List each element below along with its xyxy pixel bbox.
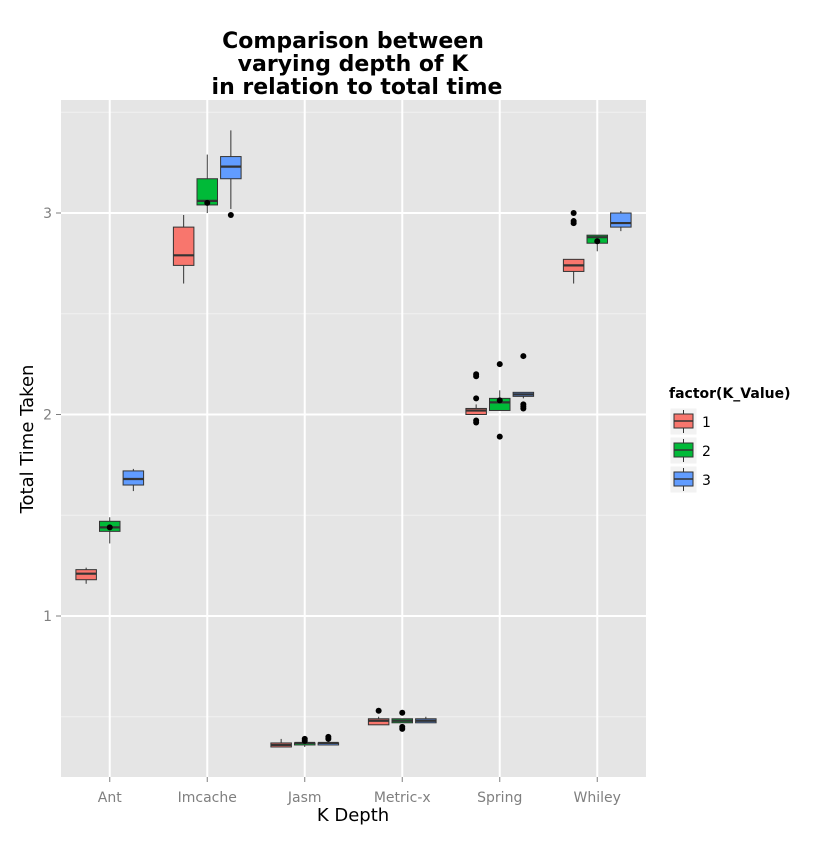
- outlier-point: [399, 709, 406, 716]
- box-Whiley-k3: [610, 210, 632, 232]
- outlier-point: [375, 707, 382, 714]
- outlier-point: [106, 524, 113, 531]
- x-tick-label: Whiley: [574, 790, 621, 806]
- chart-title: Comparison between varying depth of K in…: [212, 29, 503, 100]
- legend-keys: 1 2 3: [669, 407, 711, 494]
- y-axis: 1 2 3: [43, 206, 61, 625]
- chart-title-line-1: Comparison between: [222, 29, 484, 54]
- outlier-point: [204, 199, 211, 206]
- box-Whiley-k2: [586, 234, 608, 252]
- outlier-point: [496, 397, 503, 404]
- box-Spring-k2: [489, 361, 511, 440]
- x-tick-label: Ant: [98, 790, 122, 806]
- outlier-point: [570, 210, 577, 216]
- box-Ant-k2: [99, 517, 121, 544]
- box-Spring-k3: [512, 353, 535, 412]
- outlier-point: [473, 419, 480, 426]
- legend-entry-1: 1: [669, 407, 711, 436]
- legend-label: 2: [702, 444, 711, 460]
- box-Metric-x-k1: [367, 707, 390, 726]
- outlier-point: [325, 733, 332, 740]
- box-Spring-k1: [465, 371, 487, 426]
- chart-title-line-3: in relation to total time: [212, 75, 503, 100]
- box-Ant-k3: [122, 468, 145, 492]
- box-Whiley-k1: [562, 210, 585, 284]
- y-tick-label: 3: [43, 206, 52, 222]
- outlier-point: [399, 723, 406, 730]
- box-Jasm-k2: [294, 735, 316, 747]
- legend-label: 1: [702, 415, 711, 431]
- box-Jasm-k3: [317, 733, 340, 746]
- outlier-point: [520, 403, 527, 410]
- box-Imcache-k2: [196, 154, 218, 213]
- legend-entry-3: 3: [669, 465, 711, 494]
- outlier-point: [570, 220, 577, 227]
- x-tick-label: Imcache: [178, 790, 237, 806]
- x-tick-label: Spring: [477, 790, 522, 806]
- legend-title: factor(K_Value): [669, 386, 790, 402]
- y-tick-label: 2: [43, 408, 52, 424]
- box-Jasm-k1: [270, 738, 292, 748]
- box-iqr: [172, 226, 195, 266]
- x-tick-label: Metric-x: [374, 790, 431, 806]
- box-Ant-k1: [75, 567, 97, 584]
- y-tick-label: 1: [43, 609, 52, 625]
- box-plots: [75, 130, 632, 748]
- outlier-point: [227, 212, 234, 219]
- x-tick-label: Jasm: [287, 790, 322, 806]
- outlier-point: [473, 395, 480, 402]
- outlier-point: [520, 353, 527, 360]
- legend-entry-2: 2: [669, 436, 711, 465]
- box-Metric-x-k2: [391, 709, 413, 732]
- outlier-point: [301, 735, 308, 742]
- box-iqr: [610, 212, 632, 228]
- outlier-point: [496, 433, 503, 440]
- chart-title-line-2: varying depth of K: [238, 52, 470, 77]
- box-Metric-x-k3: [415, 716, 437, 724]
- box-Imcache-k3: [220, 130, 242, 219]
- outlier-point: [496, 361, 503, 368]
- minor-gridlines: [61, 111, 646, 718]
- plot-panel: [61, 100, 646, 777]
- y-axis-title: Total Time Taken: [17, 365, 38, 515]
- outlier-point: [473, 373, 480, 380]
- legend: factor(K_Value) 1 2 3: [669, 386, 790, 494]
- x-axis: Ant Imcache Jasm Metric-x Spring Whiley: [98, 777, 621, 806]
- legend-label: 3: [702, 473, 711, 489]
- box-Imcache-k1: [172, 215, 195, 284]
- outlier-point: [594, 238, 601, 245]
- x-axis-title: K Depth: [317, 805, 389, 826]
